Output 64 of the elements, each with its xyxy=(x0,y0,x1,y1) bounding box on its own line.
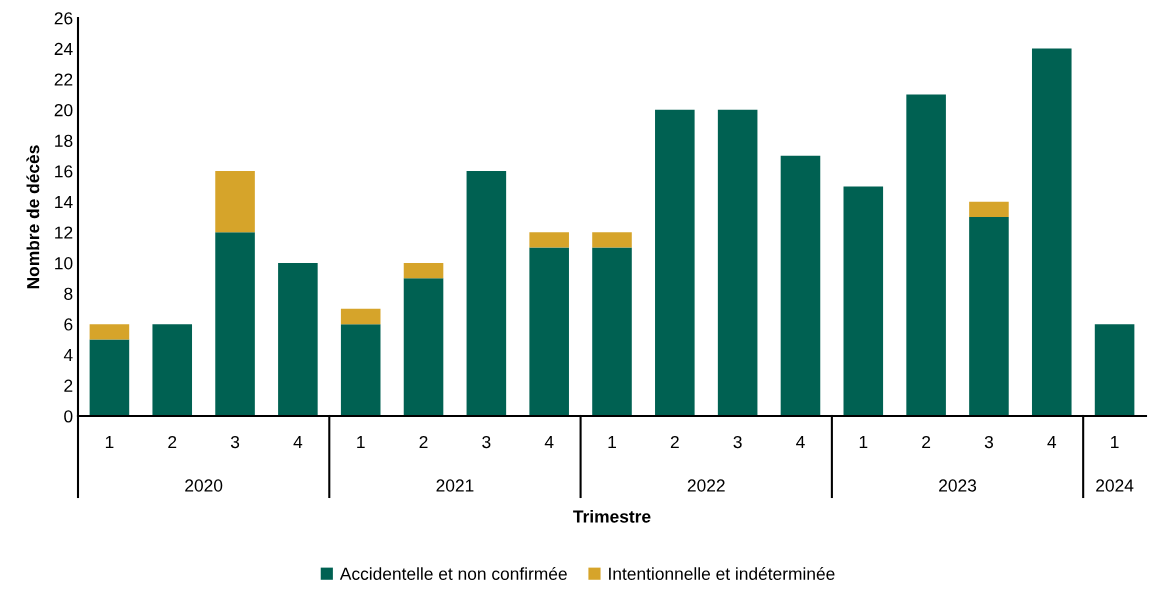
bar xyxy=(1094,324,1135,416)
x-tick-label: 4 xyxy=(544,436,554,449)
x-tick-label: 4 xyxy=(796,436,805,449)
y-tick-label: 0 xyxy=(64,410,73,423)
x-tick-label: 2 xyxy=(168,435,177,449)
x-tick-label: 2 xyxy=(419,435,428,449)
bar xyxy=(466,171,507,416)
y-tick-label: 22 xyxy=(54,73,73,86)
x-tick-label: 1 xyxy=(859,436,868,449)
bar xyxy=(340,324,381,416)
x-tick-label: 2 xyxy=(922,435,931,449)
x-tick-label: 3 xyxy=(984,435,994,449)
y-tick-label: 18 xyxy=(55,134,73,147)
bar xyxy=(717,109,758,416)
y-tick-label: 4 xyxy=(63,349,73,362)
bar xyxy=(592,247,632,416)
y-tick-label: 10 xyxy=(55,257,73,270)
x-tick-label: 1 xyxy=(1111,436,1119,449)
bar xyxy=(969,201,1009,217)
y-tick-label: 20 xyxy=(54,104,73,117)
bar xyxy=(278,262,318,416)
x-axis-title: Trimestre xyxy=(573,509,651,523)
text: 2023 xyxy=(939,479,977,492)
bar xyxy=(529,232,569,248)
text: 2020 xyxy=(185,479,223,492)
bar xyxy=(1031,48,1072,416)
text: 2022 xyxy=(687,479,725,492)
bar xyxy=(403,262,444,279)
x-tick-label: 3 xyxy=(482,435,491,449)
text: 2024 xyxy=(1096,479,1134,492)
bar xyxy=(655,109,695,416)
bar xyxy=(906,94,946,416)
bar xyxy=(529,247,569,416)
x-tick-label: 1 xyxy=(105,436,114,449)
bar xyxy=(403,278,444,416)
x-tick-label: 2 xyxy=(670,435,679,449)
text: 2021 xyxy=(436,479,474,492)
bar xyxy=(215,171,255,233)
x-tick-label: 1 xyxy=(357,436,365,449)
y-tick-label: 2 xyxy=(64,379,73,392)
bar xyxy=(152,324,193,416)
bar xyxy=(843,186,884,416)
bar xyxy=(780,155,821,416)
y-axis-title: Nombre de décès xyxy=(26,145,40,289)
y-tick-label: 12 xyxy=(55,226,73,239)
x-tick-label: 3 xyxy=(230,435,240,449)
bar xyxy=(89,339,130,416)
x-tick-label: 3 xyxy=(733,435,742,449)
x-tick-label: 4 xyxy=(293,436,303,449)
bar xyxy=(89,324,130,340)
legend-label: Intentionnelle et indéterminée xyxy=(609,566,835,580)
y-tick-label: 24 xyxy=(54,42,73,55)
legend-label: Accidentelle et non confirmée xyxy=(339,566,567,580)
bar xyxy=(215,232,255,416)
y-tick-label: 14 xyxy=(55,196,73,208)
bar xyxy=(340,308,381,325)
x-tick-label: 4 xyxy=(1047,436,1057,449)
bar xyxy=(969,217,1009,416)
x-tick-label: 1 xyxy=(608,436,616,449)
y-tick-label: 6 xyxy=(64,318,73,331)
y-tick-label: 16 xyxy=(55,165,73,178)
y-tick-label: 8 xyxy=(64,287,73,300)
y-tick-label: 26 xyxy=(54,12,73,25)
bar xyxy=(592,232,632,248)
